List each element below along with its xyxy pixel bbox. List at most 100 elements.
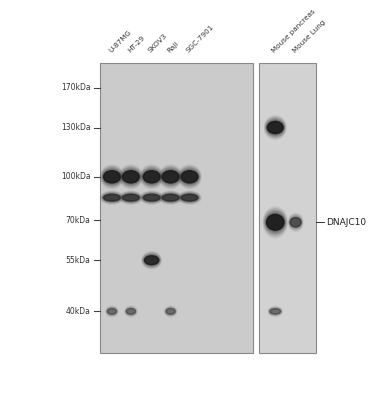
Ellipse shape bbox=[265, 211, 285, 233]
Ellipse shape bbox=[266, 119, 285, 136]
Text: 130kDa: 130kDa bbox=[61, 123, 91, 132]
Ellipse shape bbox=[127, 308, 135, 314]
Ellipse shape bbox=[160, 192, 182, 204]
Ellipse shape bbox=[181, 194, 198, 201]
Ellipse shape bbox=[122, 194, 139, 201]
Ellipse shape bbox=[122, 194, 139, 201]
Ellipse shape bbox=[264, 208, 287, 236]
Ellipse shape bbox=[122, 170, 140, 184]
Ellipse shape bbox=[181, 194, 198, 201]
Bar bbox=[100, 63, 253, 353]
Text: DNAJC10: DNAJC10 bbox=[326, 218, 366, 227]
Ellipse shape bbox=[106, 307, 117, 316]
Ellipse shape bbox=[269, 308, 282, 315]
Ellipse shape bbox=[142, 252, 161, 268]
Ellipse shape bbox=[121, 192, 141, 203]
Text: SGC-7901: SGC-7901 bbox=[186, 24, 215, 54]
Ellipse shape bbox=[141, 192, 162, 203]
Ellipse shape bbox=[165, 307, 176, 316]
Ellipse shape bbox=[289, 216, 302, 229]
Ellipse shape bbox=[145, 256, 159, 265]
Ellipse shape bbox=[266, 213, 285, 232]
Ellipse shape bbox=[127, 308, 135, 314]
Ellipse shape bbox=[290, 216, 302, 228]
Ellipse shape bbox=[143, 171, 160, 183]
Ellipse shape bbox=[121, 167, 141, 186]
Text: 170kDa: 170kDa bbox=[61, 83, 91, 92]
Ellipse shape bbox=[142, 170, 161, 184]
Ellipse shape bbox=[270, 309, 280, 314]
Text: Mouse pancreas: Mouse pancreas bbox=[271, 8, 317, 54]
Ellipse shape bbox=[166, 308, 175, 315]
Ellipse shape bbox=[107, 308, 116, 314]
Ellipse shape bbox=[178, 166, 201, 188]
Ellipse shape bbox=[290, 218, 301, 227]
Ellipse shape bbox=[161, 193, 180, 202]
Ellipse shape bbox=[265, 116, 286, 138]
Ellipse shape bbox=[269, 307, 282, 316]
Ellipse shape bbox=[144, 255, 159, 266]
Text: 55kDa: 55kDa bbox=[66, 256, 91, 265]
Ellipse shape bbox=[145, 256, 159, 265]
Ellipse shape bbox=[142, 193, 161, 202]
Ellipse shape bbox=[289, 215, 302, 230]
Ellipse shape bbox=[266, 214, 284, 230]
Text: 70kDa: 70kDa bbox=[66, 216, 91, 225]
Ellipse shape bbox=[101, 192, 123, 204]
Ellipse shape bbox=[144, 254, 160, 266]
Ellipse shape bbox=[162, 170, 180, 184]
Ellipse shape bbox=[265, 118, 285, 137]
Ellipse shape bbox=[181, 171, 198, 183]
Bar bbox=[259, 63, 316, 353]
Ellipse shape bbox=[142, 168, 161, 185]
Ellipse shape bbox=[166, 308, 175, 314]
Ellipse shape bbox=[178, 192, 201, 204]
Ellipse shape bbox=[143, 253, 160, 267]
Ellipse shape bbox=[104, 194, 120, 201]
Ellipse shape bbox=[141, 192, 162, 204]
Text: 100kDa: 100kDa bbox=[61, 172, 91, 181]
Ellipse shape bbox=[101, 166, 123, 188]
Ellipse shape bbox=[122, 171, 139, 183]
Ellipse shape bbox=[179, 192, 200, 203]
Ellipse shape bbox=[104, 171, 120, 183]
Ellipse shape bbox=[180, 193, 199, 202]
Ellipse shape bbox=[166, 308, 175, 314]
Ellipse shape bbox=[265, 210, 286, 235]
Ellipse shape bbox=[160, 192, 181, 203]
Ellipse shape bbox=[143, 194, 160, 201]
Ellipse shape bbox=[125, 307, 136, 316]
Text: SKOV3: SKOV3 bbox=[147, 32, 169, 54]
Ellipse shape bbox=[162, 194, 179, 201]
Text: HT-29: HT-29 bbox=[127, 34, 146, 54]
Ellipse shape bbox=[162, 171, 179, 183]
Ellipse shape bbox=[181, 170, 198, 184]
Text: Mouse Lung: Mouse Lung bbox=[291, 19, 326, 54]
Text: U-87MG: U-87MG bbox=[108, 29, 132, 54]
Ellipse shape bbox=[102, 167, 122, 186]
Ellipse shape bbox=[162, 194, 180, 202]
Ellipse shape bbox=[107, 308, 117, 315]
Ellipse shape bbox=[103, 170, 121, 184]
Ellipse shape bbox=[269, 308, 281, 315]
Ellipse shape bbox=[120, 166, 142, 188]
Ellipse shape bbox=[266, 214, 284, 230]
Ellipse shape bbox=[161, 168, 180, 185]
Ellipse shape bbox=[143, 171, 160, 183]
Ellipse shape bbox=[267, 120, 284, 135]
Ellipse shape bbox=[181, 194, 198, 202]
Ellipse shape bbox=[125, 307, 137, 316]
Ellipse shape bbox=[121, 168, 141, 185]
Ellipse shape bbox=[122, 194, 140, 202]
Ellipse shape bbox=[120, 192, 142, 204]
Ellipse shape bbox=[107, 308, 116, 314]
Ellipse shape bbox=[179, 167, 200, 186]
Ellipse shape bbox=[104, 171, 120, 183]
Ellipse shape bbox=[267, 122, 283, 134]
Ellipse shape bbox=[103, 194, 121, 202]
Ellipse shape bbox=[143, 194, 160, 201]
Ellipse shape bbox=[122, 171, 139, 183]
Ellipse shape bbox=[180, 168, 199, 185]
Ellipse shape bbox=[290, 218, 301, 227]
Ellipse shape bbox=[162, 194, 179, 201]
